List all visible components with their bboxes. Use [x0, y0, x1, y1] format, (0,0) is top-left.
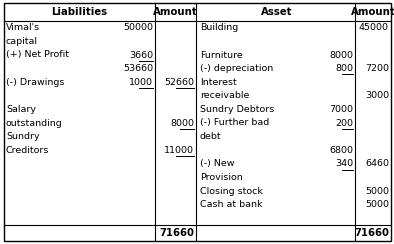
Text: 6460: 6460 [365, 159, 389, 168]
Text: 7200: 7200 [365, 64, 389, 73]
Text: 52660: 52660 [164, 78, 194, 87]
Text: Cash at bank: Cash at bank [200, 200, 262, 209]
Text: 71660: 71660 [354, 228, 389, 238]
Text: 3660: 3660 [129, 51, 153, 60]
Text: (-) Further bad: (-) Further bad [200, 119, 269, 128]
Text: (-) depreciation: (-) depreciation [200, 64, 273, 73]
Text: Liabilities: Liabilities [52, 7, 108, 17]
Text: (-) Drawings: (-) Drawings [6, 78, 64, 87]
Text: 71660: 71660 [159, 228, 194, 238]
Text: 5000: 5000 [365, 200, 389, 209]
Text: 11000: 11000 [164, 146, 194, 155]
Text: 8000: 8000 [329, 51, 353, 60]
Text: 7000: 7000 [329, 105, 353, 114]
Text: Furniture: Furniture [200, 51, 243, 60]
Text: 50000: 50000 [123, 23, 153, 32]
Text: 200: 200 [335, 119, 353, 128]
Text: Interest: Interest [200, 78, 237, 87]
Text: Amount: Amount [153, 7, 198, 17]
Text: (+) Net Profit: (+) Net Profit [6, 51, 69, 60]
Text: 45000: 45000 [359, 23, 389, 32]
Text: (-) New: (-) New [200, 159, 234, 168]
Text: Closing stock: Closing stock [200, 186, 263, 195]
Text: 5000: 5000 [365, 186, 389, 195]
Text: Amount: Amount [351, 7, 394, 17]
Text: debt: debt [200, 132, 221, 141]
Text: Asset: Asset [261, 7, 292, 17]
Text: receivable: receivable [200, 91, 249, 100]
Text: 53660: 53660 [123, 64, 153, 73]
Text: 3000: 3000 [365, 91, 389, 100]
Text: Building: Building [200, 23, 238, 32]
Text: 800: 800 [335, 64, 353, 73]
Text: 6800: 6800 [329, 146, 353, 155]
Text: Sundry: Sundry [6, 132, 40, 141]
Text: Provision: Provision [200, 173, 243, 182]
Text: capital: capital [6, 37, 38, 46]
Text: Sundry Debtors: Sundry Debtors [200, 105, 274, 114]
Text: 1000: 1000 [129, 78, 153, 87]
Text: 8000: 8000 [170, 119, 194, 128]
Text: Creditors: Creditors [6, 146, 49, 155]
Text: Salary: Salary [6, 105, 36, 114]
Text: 340: 340 [335, 159, 353, 168]
Text: Vimal's: Vimal's [6, 23, 40, 32]
Text: outstanding: outstanding [6, 119, 63, 128]
